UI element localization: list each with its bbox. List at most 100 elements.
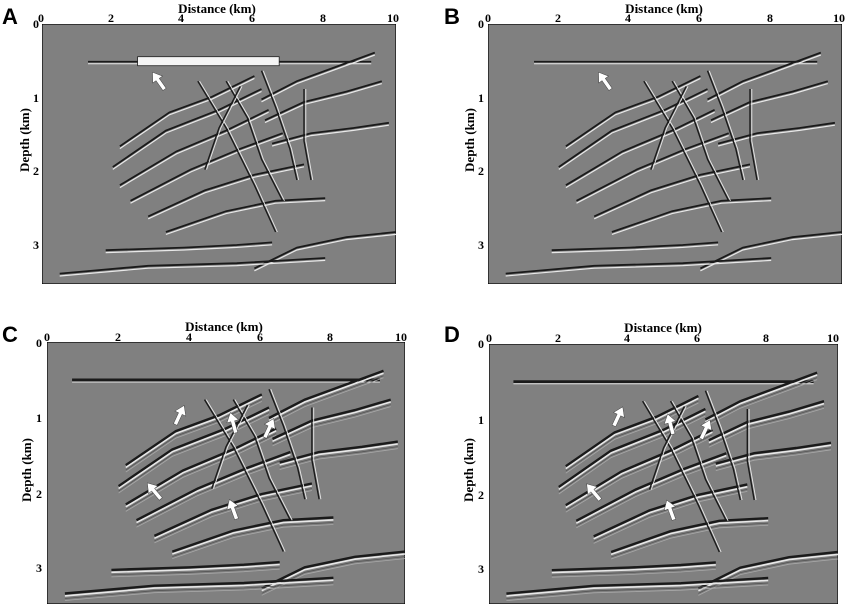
reflector-line <box>710 80 829 122</box>
reflector-line <box>611 200 772 235</box>
fault-line <box>262 70 300 181</box>
annotation-arrow <box>663 413 677 436</box>
reflector-line <box>272 401 391 443</box>
x-tick: 4 <box>178 11 184 25</box>
reflector-line <box>505 259 772 277</box>
reflector-line <box>119 108 269 186</box>
reflector-line <box>261 54 376 103</box>
reflector-line <box>268 377 384 426</box>
reflector-line <box>125 399 262 471</box>
x-tick: 0 <box>38 11 44 25</box>
annotation-arrow <box>611 406 625 428</box>
reflector-line <box>261 558 405 596</box>
reflector-line <box>59 259 326 277</box>
reflector-line <box>130 132 284 202</box>
reflector-line <box>119 77 255 150</box>
fault-line <box>706 70 744 181</box>
panel-letter: B <box>444 4 460 29</box>
reflector-line <box>715 449 832 471</box>
panel-letter: A <box>2 4 18 29</box>
y-tick: 1 <box>33 91 39 105</box>
fault-line <box>673 80 731 202</box>
fault-line <box>305 89 314 181</box>
reflector-line <box>715 447 832 469</box>
y-tick: 2 <box>33 164 39 178</box>
reflector-line <box>593 491 748 544</box>
annotation-arrow-shape <box>663 499 677 521</box>
x-tick: 4 <box>625 11 631 25</box>
reflector-line <box>64 579 334 597</box>
reflector-line <box>119 75 255 147</box>
x-tick: 2 <box>108 11 114 25</box>
x-axis-label: Distance (km) <box>625 1 703 16</box>
reflector-line <box>610 519 769 556</box>
reflector-line <box>707 54 822 103</box>
fault-line <box>227 80 285 202</box>
panel-letter: C <box>2 322 18 347</box>
reflector-line <box>64 576 334 595</box>
reflector-line <box>271 124 389 147</box>
reflector-line <box>506 584 769 601</box>
x-tick: 4 <box>624 331 630 345</box>
x-tick: 10 <box>827 331 839 345</box>
fault-line <box>303 89 312 181</box>
reflector-line <box>271 121 390 145</box>
x-axis-label: Distance (km) <box>178 1 256 16</box>
fault-line <box>751 89 760 181</box>
reflector-line <box>147 163 305 218</box>
reflector-line <box>279 448 398 470</box>
reflector-line <box>593 163 751 218</box>
fault-line <box>260 70 298 181</box>
reflector-line <box>565 394 699 468</box>
reflector-line <box>558 88 708 168</box>
x-tick: 8 <box>320 11 326 25</box>
reflector-line <box>147 166 305 220</box>
y-axis-label: Depth (km) <box>462 108 477 172</box>
reflector-line <box>64 584 334 601</box>
fault-line <box>650 406 687 490</box>
reflector-line <box>268 369 384 420</box>
x-tick: 6 <box>249 11 255 25</box>
annotation-arrow-shape <box>173 405 187 426</box>
annotation-arrow <box>699 419 713 441</box>
reflector-line <box>279 443 398 466</box>
reflector-line <box>135 450 291 522</box>
annotation-arrow-shape <box>226 412 239 434</box>
reflector-line <box>136 458 291 528</box>
reflector-line <box>111 566 280 576</box>
reflector-line <box>576 457 727 527</box>
seismic-image <box>42 24 396 284</box>
fault-line <box>704 390 741 501</box>
reflector-line <box>551 569 716 578</box>
fault-line <box>648 406 686 490</box>
reflector-line <box>565 111 715 189</box>
fault-line <box>645 80 724 233</box>
y-tick: 0 <box>36 336 42 350</box>
fault-line <box>213 404 250 489</box>
fault-line <box>204 86 241 170</box>
annotation-arrow-shape <box>699 419 713 441</box>
fault-line <box>268 388 306 500</box>
fault-line <box>706 390 743 501</box>
reflector-line <box>717 121 836 145</box>
x-tick: 6 <box>694 331 700 345</box>
reflector-line <box>565 75 701 147</box>
reflector-line <box>610 524 769 560</box>
fault-line <box>671 400 729 522</box>
reflector-line <box>558 407 706 488</box>
y-tick: 3 <box>36 561 42 575</box>
fault-line <box>671 80 730 202</box>
y-tick: 1 <box>478 413 484 427</box>
reflector-line <box>272 406 391 447</box>
reflector-line <box>153 482 313 537</box>
reflector-line <box>64 582 334 599</box>
y-tick: 2 <box>36 487 42 501</box>
x-tick: 2 <box>115 330 121 344</box>
reflector-line <box>111 563 280 574</box>
y-tick: 3 <box>33 238 39 252</box>
reflector-line <box>268 372 384 422</box>
y-tick: 3 <box>478 562 484 576</box>
fault-line <box>749 89 758 181</box>
fault-line <box>311 407 320 500</box>
annotation-arrow <box>147 482 163 501</box>
